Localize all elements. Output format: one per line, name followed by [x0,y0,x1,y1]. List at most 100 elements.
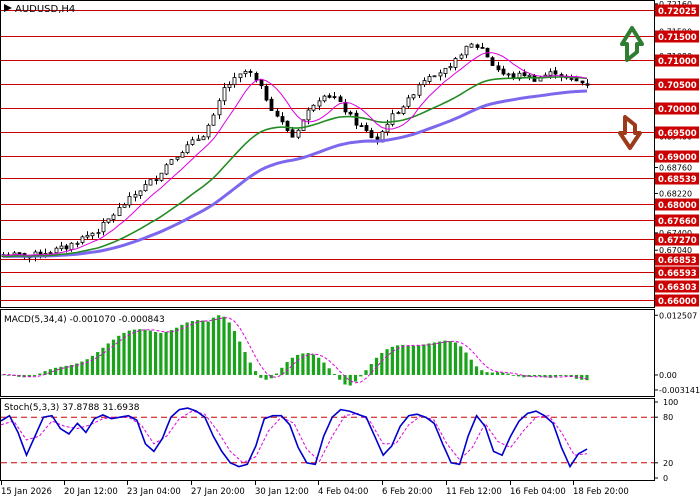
candle-body [444,68,447,73]
candle-body [449,66,452,67]
macd-histogram-bar [454,343,457,375]
macd-histogram-bar [333,374,336,375]
candle-body [465,46,468,55]
candle-body [149,180,152,185]
macd-histogram-bar [149,331,152,375]
macd-histogram-bar [222,317,225,375]
candle-body [481,47,484,48]
candle-body [260,80,263,86]
macd-histogram-bar [175,328,178,375]
macd-histogram-bar [133,330,136,375]
candle-body [497,66,500,70]
candle-body [575,79,578,81]
macd-histogram-bar [138,329,141,375]
macd-histogram-bar [512,375,515,376]
price-level-label: 0.68539 [658,175,697,185]
price-axis-label: 0.68760 [659,163,692,172]
macd-histogram-bar [49,369,52,375]
price-candle [402,105,405,115]
macd-histogram-bar [433,343,436,375]
candle-body [397,113,400,114]
macd-histogram-bar [422,344,425,375]
price-axis-label: 0.68220 [659,189,692,198]
candle-body [65,246,68,249]
candle-body [439,73,442,76]
candle-body [297,130,300,137]
candle-body [76,243,79,244]
candle-body [239,74,242,78]
candle-body [128,196,131,205]
price-level-label: 0.69000 [658,153,697,163]
macd-axis-label: 0.012507 [659,311,697,320]
candle-body [323,96,326,101]
candle-body [339,97,342,102]
candle-body [349,112,352,114]
candle-body [118,207,121,215]
candle-body [307,110,310,120]
candle-body [365,125,368,130]
candle-body [355,113,358,125]
candle-body [233,78,236,85]
candle-body [170,160,173,165]
price-level-label: 0.70000 [658,105,697,115]
price-level-label: 0.67270 [658,236,697,246]
macd-histogram-bar [228,322,231,375]
time-axis-label: 6 Feb 20:00 [382,487,432,497]
macd-title: MACD(5,34,4) -0.001070 -0.000843 [4,315,165,325]
macd-histogram-bar [564,375,567,376]
time-axis-label: 23 Jan 04:00 [127,487,181,497]
candle-body [18,253,21,254]
price-level-label: 0.68000 [658,201,697,211]
candle-body [586,84,589,85]
price-level-label: 0.69500 [658,129,697,139]
price-panel [1,1,655,308]
macd-histogram-bar [91,356,94,375]
candle-body [360,126,363,127]
price-level-label: 0.72025 [658,7,697,17]
candle-body [460,55,463,58]
macd-histogram-bar [328,368,331,375]
macd-histogram-bar [480,370,483,375]
macd-histogram-bar [38,374,41,375]
candle-body [270,99,273,110]
candle-body [549,72,552,75]
time-axis-label: 30 Jan 12:00 [255,487,309,497]
candle-body [181,153,184,158]
price-candle [433,75,436,76]
time-axis-label: 4 Feb 04:00 [318,487,368,497]
time-axis-label: 20 Jan 12:00 [64,487,118,497]
candle-body [433,76,436,77]
candle-body [344,102,347,112]
candle-body [91,233,94,236]
macd-histogram-bar [491,373,494,375]
candle-body [418,85,421,95]
macd-histogram-bar [33,375,36,376]
macd-histogram-bar [180,325,183,375]
time-axis-label: 15 Jan 2026 [1,487,52,497]
candle-body [123,205,126,207]
macd-histogram-bar [380,353,383,375]
candle-body [244,71,247,73]
price-candle [286,120,289,132]
candle-body [428,76,431,81]
price-level-label: 0.66853 [658,256,697,266]
price-level-label: 0.66593 [658,269,697,279]
candle-body [512,74,515,78]
candle-body [197,139,200,141]
macd-histogram-bar [212,318,215,375]
candle-body [291,130,294,137]
candle-body [454,59,457,68]
macd-histogram-bar [559,375,562,376]
macd-histogram-bar [317,358,320,375]
candle-body [112,215,115,219]
candle-body [81,237,84,243]
macd-histogram-bar [417,345,420,375]
candle-body [155,180,158,181]
macd-histogram-bar [249,363,252,375]
candle-body [212,115,215,125]
price-level-label: 0.70500 [658,81,697,91]
candle-body [570,78,573,79]
macd-histogram-bar [517,375,520,376]
macd-histogram-bar [128,331,131,375]
